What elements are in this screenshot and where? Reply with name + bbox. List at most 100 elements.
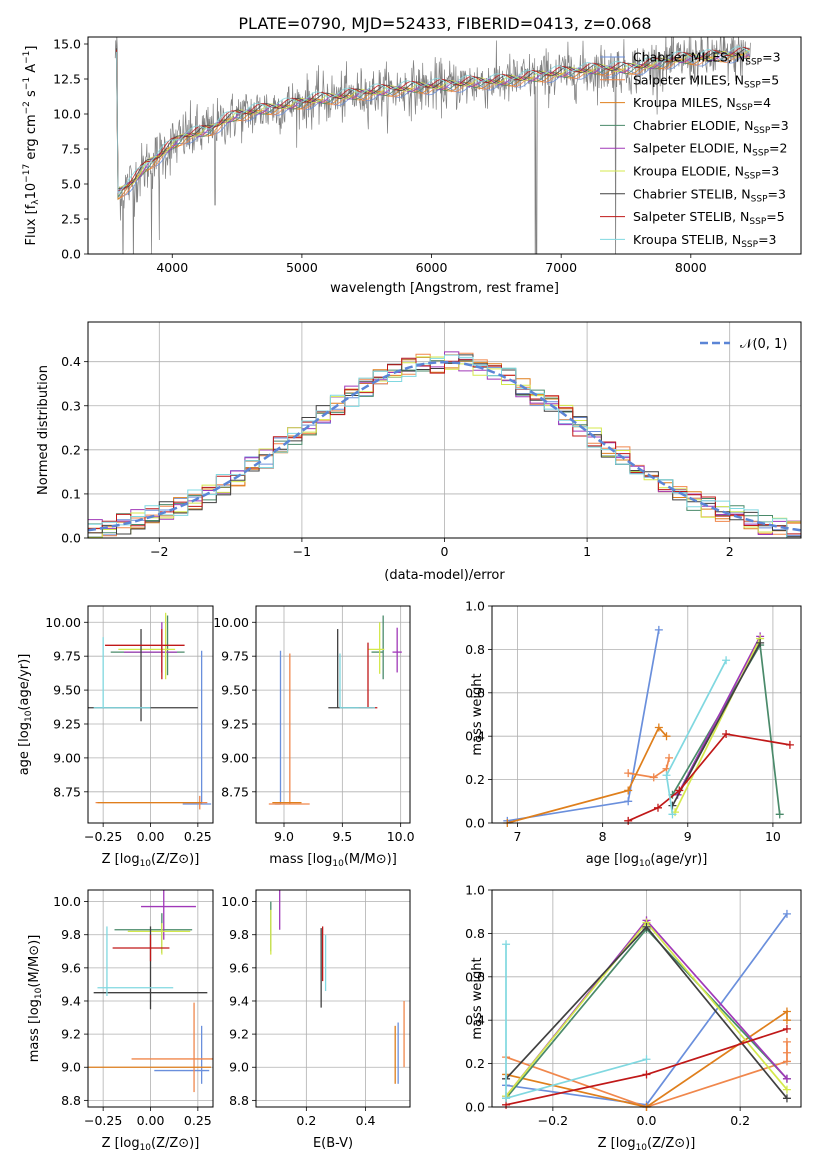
model-spectrum-line-6 [116,47,750,190]
x-tick-label: 2 [726,544,734,559]
spectrum-ylabel: Flux [fλ10−17 erg cm−2 s−1 A−1] [22,46,41,246]
panels: 4000 5000 6000 7000 80000.02.55.07.510.012.5… [17,36,802,1153]
y-tick-label: 9.4 [229,993,249,1008]
weight-point-marker [782,1074,791,1083]
x-tick-label: 7 [514,829,522,844]
y-tick-label: 9.8 [61,927,81,942]
legend-entry: Chabrier ELODIE, NSSP=3 [633,118,789,136]
weight_vs_Z-xlabel: Z [log10(Z/Z⊙)] [598,1136,696,1153]
y-tick-label: 0.2 [465,772,485,787]
y-tick-label: 8.8 [229,1093,249,1108]
y-tick-label: 1.0 [465,883,485,898]
y-tick-label: 9.25 [53,716,81,731]
y-tick-label: 0.4 [61,354,81,369]
y-tick-label: 0.0 [61,247,81,262]
legend-entry: Salpeter STELIB, NSSP=5 [633,209,785,227]
y-tick-label: 0.6 [465,685,485,700]
weight-point-marker [642,922,651,931]
x-tick-label: −1 [293,544,311,559]
weight-point-marker [782,1048,791,1057]
x-tick-label: 0.25 [184,1113,212,1128]
weight-point-marker [782,1024,791,1033]
y-tick-label: 8.75 [53,784,81,799]
x-tick-label: 0 [441,544,449,559]
weight_vs_age-ylabel: mass weight [470,673,485,755]
y-tick-label: 8.75 [221,784,249,799]
y-tick-label: 2.5 [61,212,81,227]
y-tick-label: 9.00 [221,750,249,765]
y-tick-label: 10.00 [213,615,249,630]
legend-entry: Kroupa ELODIE, NSSP=3 [633,164,779,182]
legend-entry: Chabrier MILES, NSSP=3 [633,50,781,68]
weight-point-marker [624,769,633,778]
weight-series-line-5 [674,638,761,813]
y-tick-label: 9.00 [53,750,81,765]
x-tick-label: 5000 [286,260,318,275]
y-tick-label: 9.2 [229,1027,249,1042]
model-spectrum-line-7 [116,46,750,192]
normal-pdf-line [88,360,801,532]
residuals-legend-entry: 𝒩(0, 1) [740,337,787,352]
x-tick-label: 8 [599,829,607,844]
weight-series-line-6 [671,642,761,807]
weight-point-marker [722,730,731,739]
weight-series-line-2 [505,1009,788,1107]
weight_vs_Z-panel: −0.2 0.0 0.2 0.0 0.2 0.4 0.6 0.8 1.0 Z [log10(Z/Z… [465,883,802,1153]
y-tick-label: 0.8 [465,926,485,941]
weight-point-marker [782,1094,791,1103]
y-tick-label: 0.0 [465,816,485,831]
y-tick-label: 9.6 [61,960,81,975]
weight_vs_age-panel: 7 8 9 10 0.0 0.2 0.4 0.6 0.8 1.0 age [log10(age/yr… [465,599,802,869]
y-tick-label: 9.8 [229,927,249,942]
y-tick-label: 0.4 [465,729,485,744]
weight-point-marker [653,803,662,812]
y-tick-label: 9.6 [229,960,249,975]
legend-entry: Chabrier STELIB, NSSP=3 [633,186,786,204]
weight-series-line-2 [507,725,668,823]
y-tick-label: 8.8 [61,1093,81,1108]
y-tick-label: 15.0 [53,37,81,52]
weight-point-marker [782,1085,791,1094]
y-tick-label: 0.8 [465,642,485,657]
legend-entry: Kroupa STELIB, NSSP=3 [633,232,777,250]
weight-point-marker [662,732,671,741]
residuals-panel: −2 −1 0 1 2 0.0 0.1 0.2 0.3 0.4 𝒩(0, 1) (data-model… [36,321,802,583]
x-tick-label: 0.0 [637,1113,657,1128]
weight-point-marker [722,656,731,665]
y-tick-label: 9.4 [61,993,81,1008]
model-spectrum-line-5 [116,49,750,191]
model-spectrum-line-3 [116,52,750,199]
mass_vs_Z-ylabel: mass [log10(M/M⊙)] [27,935,44,1063]
weight-point-marker [782,909,791,918]
y-tick-label: 0.2 [465,1056,485,1071]
y-tick-label: 0.0 [61,531,81,546]
y-tick-label: 5.0 [61,177,81,192]
weight-point-marker [502,940,511,949]
x-tick-label: 10.0 [387,829,415,844]
residual-histogram-8 [88,354,801,538]
spectrum-panel: 4000 5000 6000 7000 8000 0.0 2.5 5.0 7.5 10.0 12.5… [22,36,802,296]
figure-title: PLATE=0790, MJD=52433, FIBERID=0413, z=0… [238,14,651,33]
x-tick-label: 9.5 [332,829,352,844]
y-tick-label: 9.50 [53,683,81,698]
weight-point-marker [782,1007,791,1016]
y-tick-label: 12.5 [53,72,81,87]
weight-point-marker [654,625,663,634]
y-tick-label: 0.1 [61,486,81,501]
x-tick-label: −0.25 [84,829,122,844]
weight-point-marker [642,1070,651,1079]
axes-frame [87,321,802,539]
y-tick-label: 1.0 [465,599,485,614]
x-tick-label: 1 [583,544,591,559]
x-tick-label: 9.0 [274,829,294,844]
weight-point-marker [782,1037,791,1046]
weight-series-line-1 [628,757,670,779]
y-tick-label: 9.25 [221,716,249,731]
weight-point-marker [785,740,794,749]
y-tick-label: 0.4 [465,1013,485,1028]
age_vs_Z-panel: −0.25 0.00 0.25 8.75 9.00 9.25 9.50 9.75 10.00 Z … [17,605,214,869]
weight-point-marker [756,638,765,647]
axes-frame [491,605,802,824]
axes-frame [255,605,411,824]
